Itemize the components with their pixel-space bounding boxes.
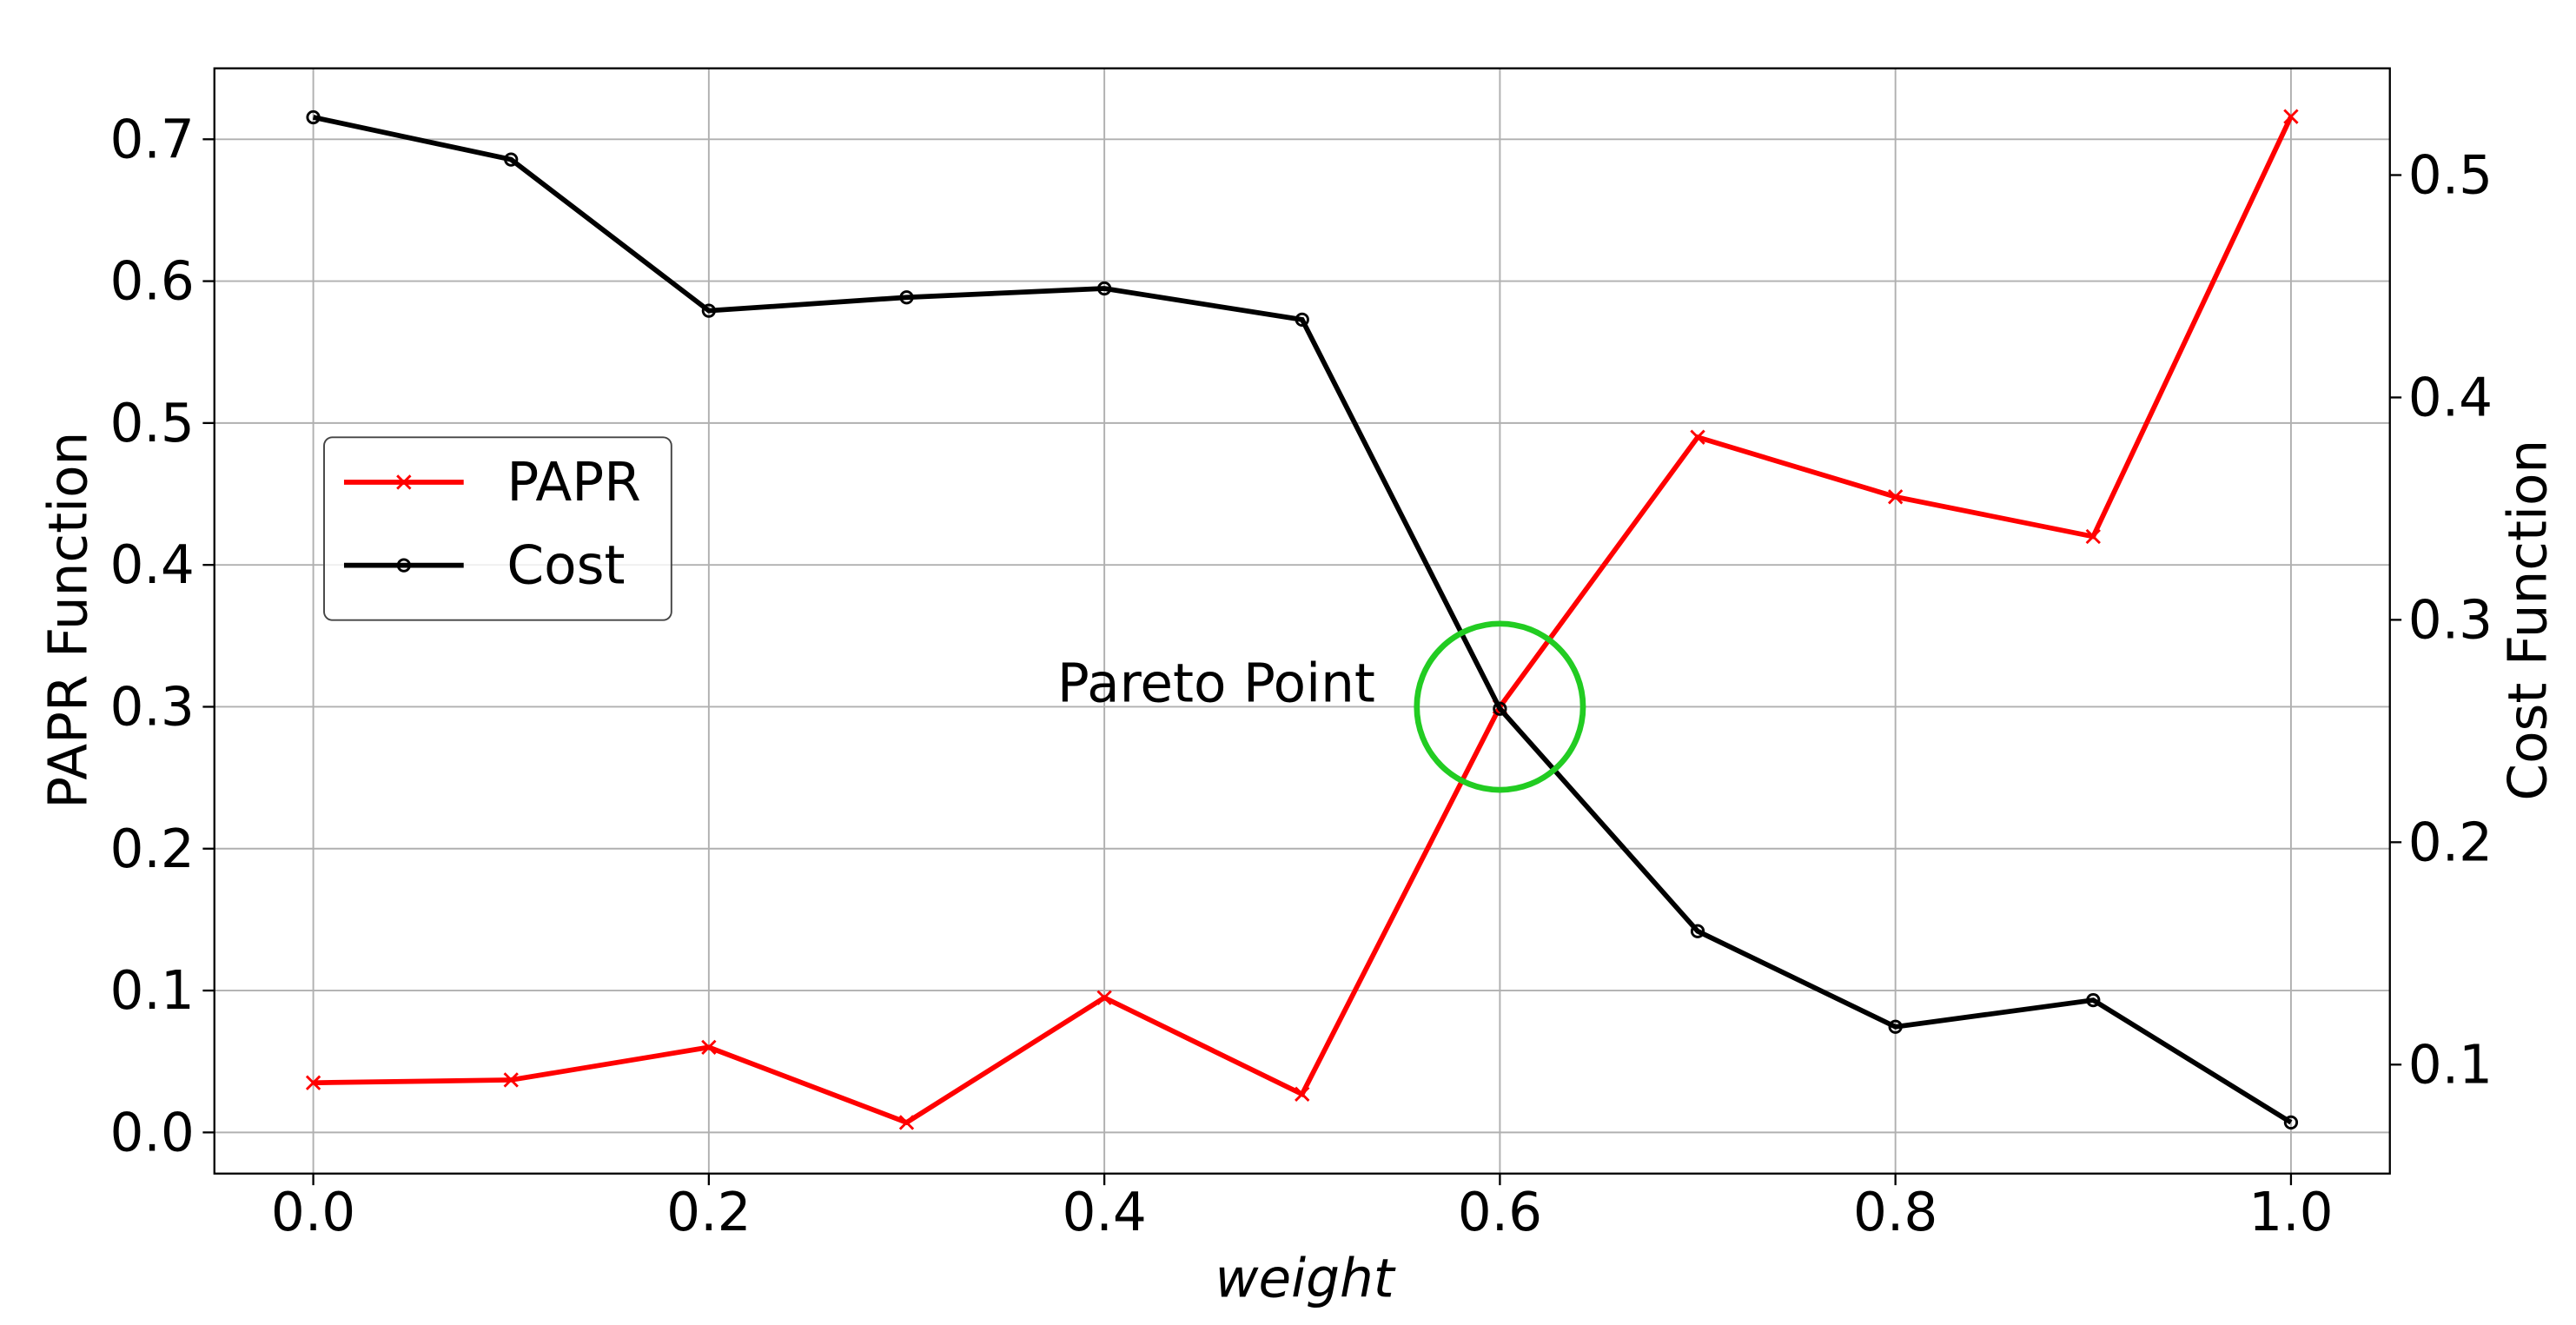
- x-axis-label: weight: [1215, 1248, 1395, 1309]
- marker: [898, 1115, 915, 1130]
- y2-tick-label: 0.1: [2408, 1034, 2493, 1096]
- marker: [1888, 489, 1904, 505]
- legend-marker: [396, 474, 412, 490]
- marker: [1690, 924, 1705, 938]
- marker: [1295, 312, 1309, 327]
- marker: [1096, 281, 1112, 296]
- legend-marker: [396, 558, 411, 573]
- annotation-circle: [1414, 620, 1586, 793]
- marker: [1493, 701, 1507, 716]
- marker: [1096, 990, 1112, 1005]
- y-tick-label: 0.5: [109, 393, 194, 454]
- y2-tick-label: 0.5: [2408, 145, 2493, 207]
- marker: [305, 1075, 321, 1090]
- marker: [504, 152, 519, 167]
- y-tick-label: 0.1: [109, 960, 194, 1022]
- y2-tick-label: 0.2: [2408, 812, 2493, 873]
- marker: [2283, 109, 2299, 124]
- y-axis-label: PAPR Function: [37, 432, 99, 809]
- marker: [701, 1039, 717, 1056]
- x-tick-label: 0.8: [1853, 1182, 1937, 1243]
- y-tick-label: 0.2: [109, 818, 194, 880]
- legend-label: PAPR: [507, 452, 640, 513]
- marker: [1690, 429, 1705, 445]
- x-tick-label: 0.6: [1458, 1182, 1542, 1243]
- marker: [2283, 1115, 2299, 1130]
- marker: [503, 1072, 519, 1088]
- y-tick-label: 0.4: [109, 534, 194, 596]
- y2-tick-label: 0.3: [2408, 589, 2493, 651]
- y2-tick-label: 0.4: [2408, 367, 2493, 428]
- x-tick-label: 0.2: [666, 1182, 751, 1243]
- y-tick-label: 0.3: [109, 677, 194, 739]
- marker: [2086, 992, 2101, 1008]
- marker: [1295, 1086, 1310, 1102]
- x-tick-label: 1.0: [2248, 1182, 2333, 1243]
- plot-frame: [213, 67, 2391, 1175]
- y-tick-label: 0.7: [109, 109, 194, 170]
- x-tick-label: 0.0: [271, 1182, 355, 1243]
- marker: [701, 303, 716, 318]
- legend-label: Cost: [507, 535, 625, 597]
- y2-axis-label: Cost Function: [2498, 440, 2559, 801]
- y-tick-label: 0.6: [109, 251, 194, 313]
- marker: [2085, 528, 2101, 545]
- marker: [899, 290, 914, 305]
- marker: [306, 109, 321, 125]
- legend: PAPR Cost: [323, 436, 672, 621]
- marker: [1888, 1019, 1903, 1034]
- series-line: [312, 115, 2293, 1125]
- y-tick-label: 0.0: [109, 1102, 194, 1163]
- annotation-text: Pareto Point: [1057, 653, 1375, 715]
- x-tick-label: 0.4: [1062, 1182, 1146, 1243]
